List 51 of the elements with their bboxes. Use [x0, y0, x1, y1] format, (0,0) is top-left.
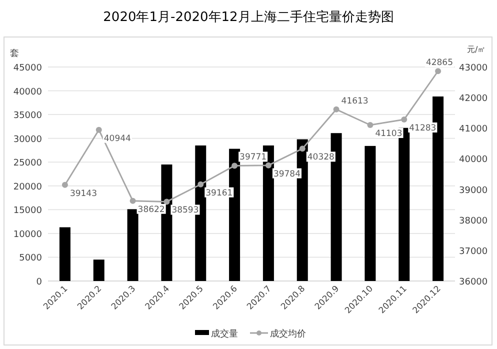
- y-axis-title: 套: [10, 48, 19, 59]
- data-label: 38593: [172, 206, 199, 216]
- legend-label: 成交均价: [270, 328, 306, 340]
- legend-label: 成交量: [211, 328, 238, 340]
- y-tick-label: 30000: [13, 134, 42, 145]
- y2-axis-title: 元/㎡: [467, 45, 486, 54]
- y2-tick-label: 42000: [459, 94, 488, 104]
- data-label: 41613: [341, 96, 368, 106]
- point: [333, 106, 340, 112]
- y2-tick-label: 38000: [459, 216, 488, 226]
- point: [96, 126, 102, 133]
- bar: [364, 146, 376, 281]
- bar: [127, 209, 138, 281]
- point: [435, 68, 442, 74]
- chart-title: 2020年1月-2020年12月上海二手住宅量价走势图: [103, 9, 394, 25]
- data-label: 40328: [307, 152, 334, 163]
- data-label: 38622: [138, 204, 165, 215]
- y-tick-label: 10000: [13, 230, 42, 240]
- data-label: 41283: [409, 123, 436, 134]
- data-label: 42865: [426, 58, 453, 68]
- data-label: 39143: [70, 188, 98, 199]
- point: [367, 122, 374, 128]
- data-label: 39771: [240, 152, 267, 163]
- point: [232, 162, 238, 169]
- bar: [93, 260, 104, 281]
- y2-tick-label: 41000: [459, 124, 488, 135]
- y-tick-label: 45000: [13, 64, 42, 74]
- data-label: 39784: [273, 169, 301, 180]
- y-tick-label: 15000: [13, 206, 42, 216]
- y2-tick-label: 39000: [459, 186, 488, 196]
- point: [299, 146, 306, 152]
- y-tick-label: 20000: [13, 182, 42, 192]
- point: [130, 198, 136, 204]
- y2-tick-label: 36000: [459, 278, 488, 288]
- y2-tick-label: 40000: [459, 155, 488, 166]
- point: [164, 198, 170, 205]
- y-tick-label: 40000: [13, 87, 42, 98]
- point: [198, 181, 204, 188]
- bar: [59, 227, 70, 281]
- data-label: 40944: [104, 134, 131, 144]
- y2-tick-label: 43000: [459, 64, 488, 74]
- y2-tick-label: 37000: [459, 246, 488, 257]
- y-tick-label: 35000: [13, 111, 42, 122]
- point: [401, 116, 408, 122]
- y-tick-label: 0: [36, 278, 42, 288]
- y-tick-label: 25000: [13, 158, 42, 169]
- data-label: 39161: [206, 188, 233, 198]
- y-tick-label: 5000: [19, 254, 42, 264]
- point: [62, 182, 68, 188]
- data-label: 41103: [375, 128, 402, 139]
- point: [265, 162, 272, 168]
